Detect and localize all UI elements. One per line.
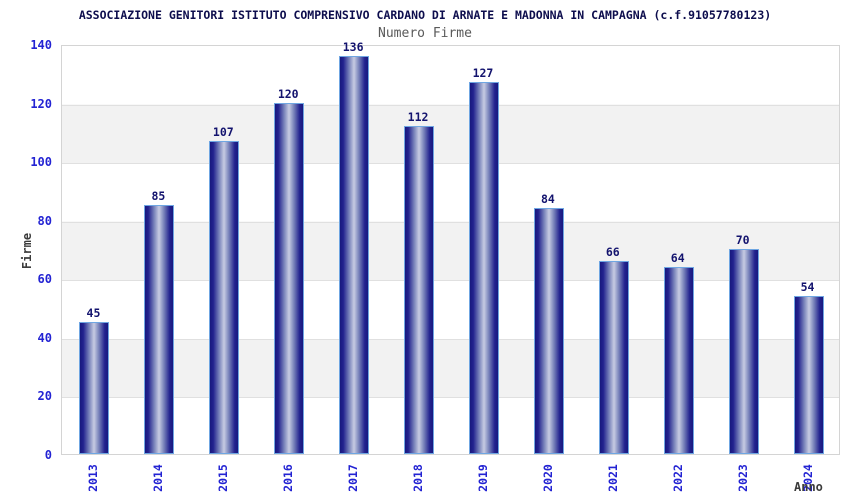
x-tick-label-2014: 2014	[151, 464, 166, 492]
x-tick-label-2021: 2021	[605, 464, 620, 492]
x-tick-label-2020: 2020	[540, 464, 555, 492]
bar-value-label: 85	[151, 189, 166, 203]
plot-area	[61, 45, 840, 455]
bar-2021	[598, 261, 629, 454]
y-tick-label: 0	[44, 448, 52, 462]
y-tick-label: 100	[30, 155, 52, 170]
x-axis-title: Anno	[794, 480, 823, 494]
chart-title: ASSOCIAZIONE GENITORI ISTITUTO COMPRENSI…	[78, 8, 772, 22]
y-tick-label: 140	[30, 38, 52, 52]
bar-2022	[663, 267, 694, 454]
bar-value-label: 107	[212, 125, 234, 139]
y-tick-label: 40	[37, 330, 52, 345]
bar-value-label: 127	[472, 66, 494, 80]
y-axis-title: Firme	[20, 232, 34, 270]
y-tick-label: 120	[30, 96, 52, 111]
bar-2024	[793, 296, 824, 454]
gridline-y120	[62, 104, 839, 106]
x-tick-label-2013: 2013	[86, 464, 101, 492]
bar-value-label: 70	[735, 233, 750, 247]
bar-2014	[144, 205, 175, 454]
x-tick-label-2016: 2016	[281, 464, 296, 492]
bar-2013	[79, 322, 110, 454]
bar-value-label: 136	[342, 40, 364, 54]
bar-value-label: 54	[800, 280, 815, 294]
bar-2015	[209, 141, 240, 454]
bar-2018	[404, 126, 435, 454]
chart-subtitle: Numero Firme	[378, 26, 472, 41]
bar-value-label: 84	[540, 192, 555, 206]
y-tick-label: 60	[37, 272, 52, 287]
bar-2016	[274, 103, 305, 454]
x-tick-label-2015: 2015	[216, 464, 231, 492]
bar-value-label: 66	[605, 245, 620, 259]
bar-2023	[728, 249, 759, 454]
bar-value-label: 120	[277, 87, 299, 101]
bar-value-label: 64	[670, 251, 685, 265]
x-tick-label-2019: 2019	[475, 464, 490, 492]
x-tick-label-2023: 2023	[735, 464, 750, 492]
x-tick-label-2018: 2018	[411, 464, 426, 492]
gridline-y20	[62, 397, 839, 399]
bar-2020	[533, 208, 564, 454]
x-tick-label-2022: 2022	[670, 464, 685, 492]
bar-value-label: 45	[86, 306, 101, 320]
y-tick-label: 80	[37, 213, 52, 228]
bar-value-label: 112	[407, 110, 429, 124]
bar-2019	[468, 82, 499, 454]
gridline-y60	[62, 280, 839, 282]
gridline-y40	[62, 338, 839, 340]
gridline-y100	[62, 163, 839, 165]
gridline-y80	[62, 221, 839, 223]
bar-2017	[339, 56, 370, 454]
x-tick-label-2017: 2017	[346, 464, 361, 492]
y-tick-label: 20	[37, 389, 52, 404]
